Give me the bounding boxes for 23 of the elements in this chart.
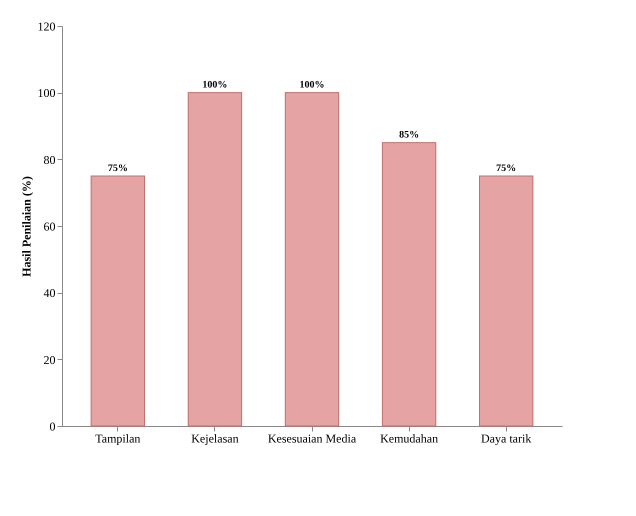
- y-tick-label: 60: [44, 220, 56, 234]
- data-label: 100%: [300, 80, 324, 91]
- data-label: 85%: [399, 130, 420, 141]
- x-tick-label: Tampilan: [95, 432, 140, 446]
- y-tick-label: 20: [44, 352, 56, 367]
- data-label: 75%: [496, 163, 516, 174]
- bar: [188, 92, 242, 426]
- x-tick-label: Kejelasan: [191, 432, 239, 446]
- y-axis-title: Hasil Penilaian (%): [20, 176, 34, 277]
- y-tick-label: 0: [50, 420, 56, 434]
- y-tick-label: 100: [38, 86, 56, 100]
- y-tick-label: 40: [44, 286, 56, 300]
- x-tick-label: Daya tarik: [481, 432, 532, 446]
- data-label: 75%: [108, 163, 128, 174]
- x-tick-label: Kemudahan: [380, 432, 438, 446]
- y-tick-label: 120: [38, 20, 56, 34]
- bar: [478, 176, 534, 426]
- data-label: 100%: [202, 80, 228, 91]
- y-tick-label: 80: [44, 152, 56, 167]
- bar: [382, 142, 436, 426]
- bar: [284, 92, 340, 426]
- x-tick-label: Kesesuaian Media: [268, 432, 357, 446]
- bar: [90, 176, 146, 426]
